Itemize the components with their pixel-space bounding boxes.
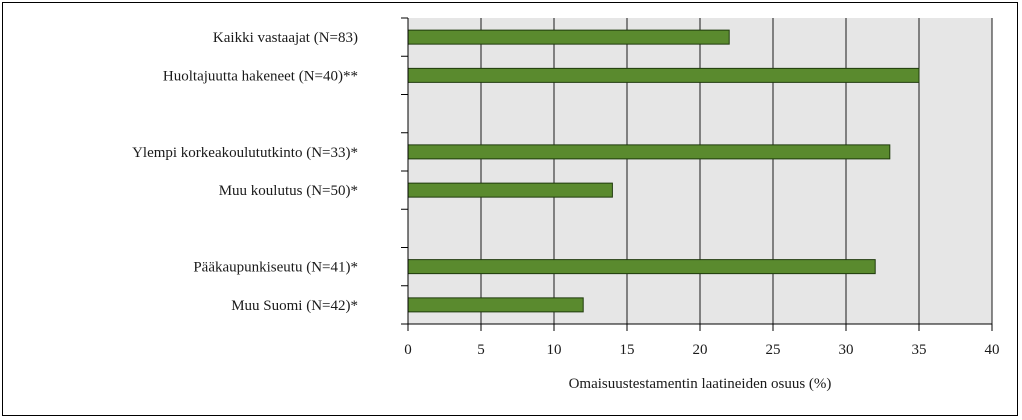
x-axis: 0 5 10 15 20 25 30 35 40 [404,323,1000,358]
bar-6 [407,259,876,275]
bar-4 [407,182,613,198]
x-tick-label: 35 [912,342,927,358]
bar-1 [407,67,920,83]
x-tick-label: 15 [620,342,635,358]
category-label: Muu koulutus (N=50)* [219,183,358,199]
x-tick-label: 5 [477,342,485,358]
x-tick-label: 40 [985,342,1000,358]
bars [407,29,920,313]
category-label: Huoltajuutta hakeneet (N=40)** [163,68,358,84]
x-tick-label: 30 [839,342,854,358]
x-tick-label: 0 [404,342,412,358]
x-tick-label: 25 [766,342,781,358]
bar-3 [407,144,891,160]
bar-0 [407,29,730,45]
category-labels: Kaikki vastaajat (N=83) Huoltajuutta hake… [132,30,358,314]
y-axis [401,17,409,325]
x-tick-label: 10 [547,342,562,358]
x-axis-title: Omaisuustestamentin laatineiden osuus (%… [569,376,832,392]
x-tick-label: 20 [693,342,708,358]
bar-7 [407,297,584,313]
category-label: Kaikki vastaajat (N=83) [213,30,358,46]
category-label: Ylempi korkeakoulututkinto (N=33)* [132,145,358,161]
category-label: Muu Suomi (N=42)* [231,298,358,314]
category-label: Pääkaupunkiseutu (N=41)* [193,260,358,276]
